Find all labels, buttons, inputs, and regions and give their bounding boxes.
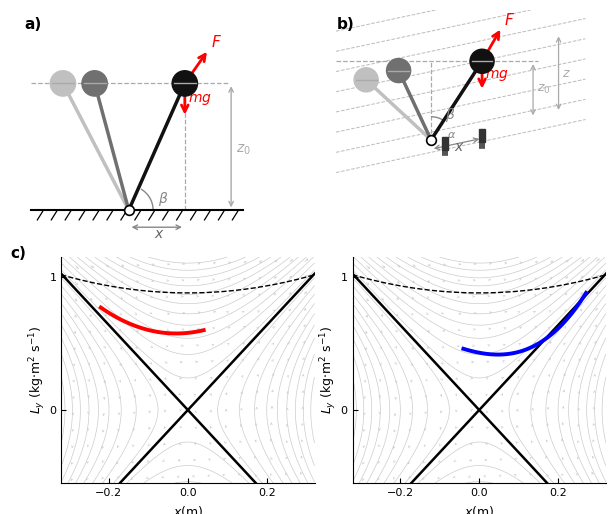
Circle shape (172, 71, 198, 96)
Text: $x$: $x$ (454, 140, 465, 154)
Bar (442, 137, 448, 150)
Text: $\alpha$: $\alpha$ (447, 130, 457, 140)
Text: $F$: $F$ (211, 34, 222, 50)
Y-axis label: $L_y$ (kg$\cdot$m$^2$ s$^{-1}$): $L_y$ (kg$\cdot$m$^2$ s$^{-1}$) (319, 326, 339, 414)
Bar (479, 129, 485, 142)
Text: $\beta$: $\beta$ (158, 190, 168, 208)
Text: $\beta$: $\beta$ (445, 106, 455, 124)
Text: c): c) (10, 246, 26, 261)
X-axis label: $x$(m): $x$(m) (464, 504, 494, 514)
Text: $mg$: $mg$ (485, 68, 509, 83)
Text: $mg$: $mg$ (188, 92, 212, 107)
Text: $F$: $F$ (504, 12, 515, 28)
Text: $z$: $z$ (562, 67, 571, 80)
X-axis label: $x$(m): $x$(m) (173, 504, 203, 514)
Text: $z_0$: $z_0$ (236, 142, 251, 157)
Text: $z_0$: $z_0$ (537, 83, 550, 96)
Circle shape (82, 71, 107, 96)
Text: b): b) (337, 17, 354, 32)
Text: $x$: $x$ (154, 227, 165, 241)
Circle shape (470, 49, 494, 74)
Circle shape (354, 68, 378, 92)
Circle shape (387, 59, 411, 83)
Text: a): a) (24, 17, 42, 32)
Circle shape (50, 71, 76, 96)
Y-axis label: $L_y$ (kg$\cdot$m$^2$ s$^{-1}$): $L_y$ (kg$\cdot$m$^2$ s$^{-1}$) (28, 326, 48, 414)
